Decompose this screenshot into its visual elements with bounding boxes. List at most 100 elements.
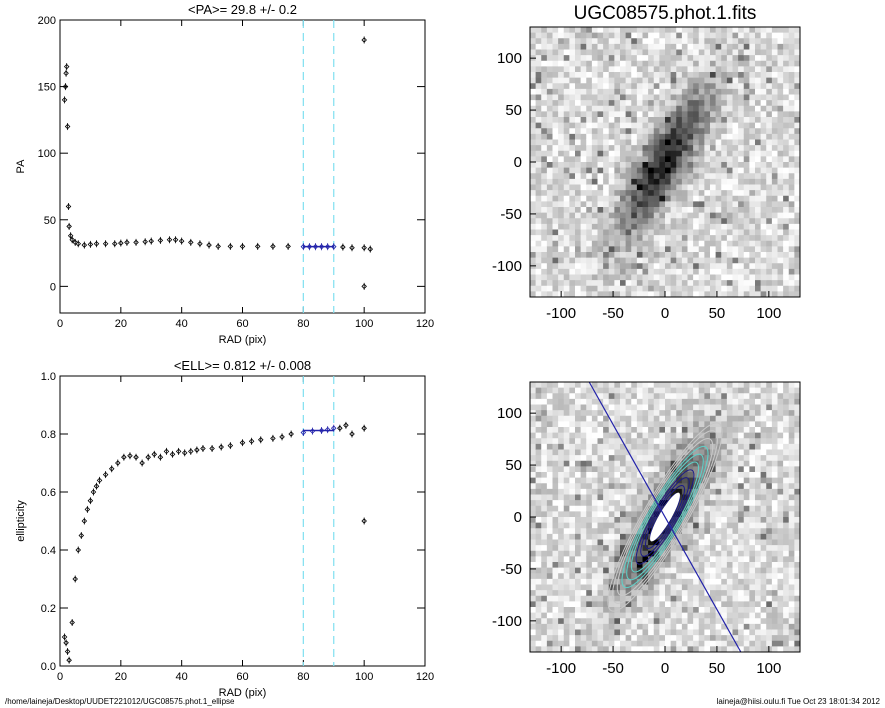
image-pixel [580, 505, 587, 512]
image-pixel [580, 252, 587, 259]
image-pixel [541, 393, 548, 400]
image-pixel [698, 567, 705, 574]
image-pixel [693, 640, 700, 647]
image-pixel [625, 240, 632, 247]
image-pixel [794, 590, 801, 597]
image-pixel [648, 139, 655, 146]
image-pixel [726, 43, 733, 50]
image-pixel [642, 291, 649, 298]
image-pixel [760, 382, 767, 389]
image-pixel [580, 43, 587, 50]
image-pixel [755, 105, 762, 112]
image-pixel [771, 218, 778, 225]
image-pixel [620, 404, 627, 411]
image-pixel [591, 415, 598, 422]
image-pixel [755, 263, 762, 270]
image-pixel [794, 66, 801, 73]
image-pixel [665, 111, 672, 118]
image-pixel [558, 207, 565, 214]
image-pixel [552, 427, 559, 434]
image-pixel [648, 145, 655, 152]
image-pixel [665, 443, 672, 450]
image-pixel [530, 49, 537, 56]
image-pixel [631, 466, 638, 473]
image-pixel [648, 640, 655, 647]
image-pixel [743, 421, 750, 428]
image-pixel [535, 207, 542, 214]
image-pixel [552, 257, 559, 264]
image-pixel [693, 629, 700, 636]
image-pixel [580, 223, 587, 230]
image-pixel [726, 167, 733, 174]
image-pixel [749, 573, 756, 580]
image-pixel [563, 162, 570, 169]
image-pixel [681, 567, 688, 574]
image-pixel [591, 201, 598, 208]
image-pixel [738, 427, 745, 434]
image-pixel [665, 590, 672, 597]
image-pixel [743, 505, 750, 512]
image-pixel [794, 201, 801, 208]
image-pixel [614, 173, 621, 180]
image-pixel [743, 252, 750, 259]
image-pixel [766, 212, 773, 219]
image-pixel [597, 55, 604, 62]
image-pixel [715, 285, 722, 292]
image-pixel [721, 128, 728, 135]
image-pixel [783, 27, 790, 34]
image-pixel [760, 246, 767, 253]
image-pixel [732, 156, 739, 163]
image-pixel [726, 285, 733, 292]
image-pixel [710, 556, 717, 563]
image-pixel [636, 285, 643, 292]
image-pixel [755, 488, 762, 495]
image-pixel [614, 635, 621, 642]
image-pixel [783, 601, 790, 608]
image-pixel [732, 128, 739, 135]
image-pixel [676, 280, 683, 287]
image-pixel [676, 133, 683, 140]
image-pixel [575, 612, 582, 619]
image-pixel [546, 167, 553, 174]
image-pixel [648, 173, 655, 180]
image-pixel [794, 505, 801, 512]
image-pixel [676, 590, 683, 597]
data-point [102, 240, 109, 247]
image-pixel [603, 443, 610, 450]
image-pixel [760, 578, 767, 585]
image-pixel [738, 122, 745, 129]
image-pixel [715, 545, 722, 552]
image-pixel [636, 387, 643, 394]
image-pixel [721, 60, 728, 67]
image-pixel [665, 190, 672, 197]
image-pixel [771, 88, 778, 95]
image-pixel [546, 207, 553, 214]
image-pixel [552, 55, 559, 62]
image-pixel [620, 55, 627, 62]
image-pixel [749, 72, 756, 79]
image-pixel [715, 539, 722, 546]
image-pixel [563, 111, 570, 118]
image-pixel [760, 60, 767, 67]
image-pixel [681, 235, 688, 242]
image-pixel [535, 640, 542, 647]
image-pixel [546, 562, 553, 569]
image-pixel [665, 387, 672, 394]
image-pixel [788, 545, 795, 552]
image-pixel [710, 629, 717, 636]
image-pixel [749, 77, 756, 84]
image-pixel [648, 72, 655, 79]
image-pixel [586, 595, 593, 602]
image-pixel [766, 229, 773, 236]
image-pixel [788, 128, 795, 135]
image-pixel [732, 545, 739, 552]
image-pixel [636, 590, 643, 597]
image-pixel [665, 404, 672, 411]
image-pixel [546, 533, 553, 540]
image-pixel [535, 291, 542, 298]
image-pixel [704, 195, 711, 202]
image-pixel [704, 488, 711, 495]
image-pixel [563, 257, 570, 264]
image-pixel [597, 449, 604, 456]
image-pixel [715, 466, 722, 473]
